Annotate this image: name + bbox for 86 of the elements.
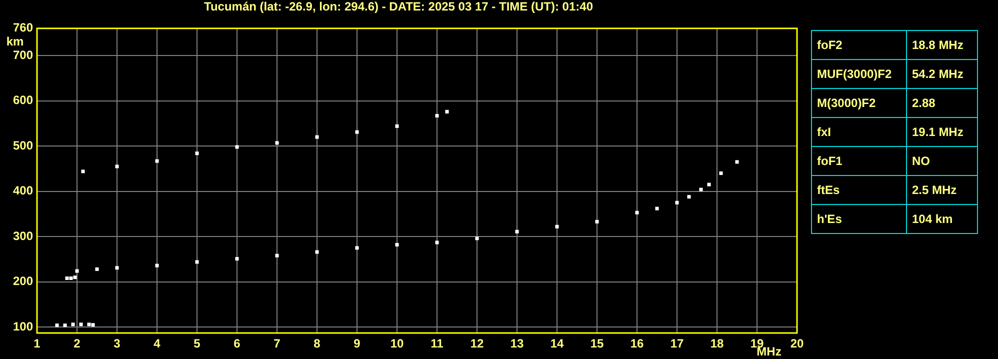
x-tick-label: 6: [234, 336, 241, 351]
x-tick-label: 3: [114, 336, 121, 351]
text: 19.1 MHz: [906, 118, 978, 146]
text: 2.88: [906, 88, 978, 118]
point: [115, 164, 119, 168]
point: [687, 195, 691, 199]
text: fxI: [812, 118, 906, 146]
x-tick-label: 16: [630, 336, 644, 351]
point: [445, 110, 449, 114]
point: [81, 170, 85, 174]
x-tick-label: 14: [550, 336, 564, 351]
point: [435, 240, 439, 244]
point: [275, 254, 279, 258]
x-tick-label: 8: [314, 336, 321, 351]
point: [235, 145, 239, 149]
point: [195, 260, 199, 264]
point: [435, 114, 439, 118]
text: 2.5 MHz: [906, 176, 978, 204]
y-tick-label: 400: [12, 184, 34, 198]
x-tick-label: 9: [354, 336, 361, 351]
x-tick-label: 12: [470, 336, 484, 351]
point: [315, 135, 319, 139]
point: [235, 257, 239, 261]
y-tick-label: 760: [12, 20, 34, 35]
x-tick-label: 13: [510, 336, 524, 351]
text: h'Es: [812, 204, 906, 234]
point: [69, 276, 73, 280]
point: [355, 130, 359, 134]
point: [395, 242, 399, 247]
text: ftEs: [812, 176, 906, 204]
point: [675, 200, 679, 204]
y-tick-label: 300: [12, 228, 34, 243]
point: [275, 141, 279, 145]
point: [63, 324, 67, 328]
point: [79, 322, 83, 326]
point: [75, 269, 79, 273]
x-tick-label: 17: [670, 336, 684, 351]
point: [635, 210, 639, 214]
point: [707, 182, 711, 186]
point: [735, 160, 739, 164]
point: [71, 322, 75, 326]
x-tick-label: 1: [34, 336, 41, 351]
point: [355, 246, 359, 250]
point: [475, 236, 479, 240]
x-tick-label: 11: [430, 336, 444, 351]
x-tick-label: 18: [710, 336, 724, 351]
point: [55, 324, 59, 328]
point: [65, 276, 69, 280]
point: [555, 224, 559, 228]
point: [91, 323, 95, 327]
point: [699, 188, 703, 192]
text: 54.2 MHz: [906, 60, 978, 88]
x-tick-label: 10: [390, 336, 404, 351]
y-tick-label: 200: [12, 274, 34, 288]
point: [115, 266, 119, 270]
x-tick-label: 15: [590, 336, 604, 351]
point: [95, 267, 99, 271]
point: [719, 171, 723, 175]
text: 104 km: [906, 204, 978, 234]
text: MUF(3000)F2: [812, 60, 906, 88]
x-tick-label: 4: [154, 336, 161, 351]
point: [195, 152, 199, 156]
chart-title: Tucumán (lat: -26.9, lon: 294.6) - DATE: 2025 03 17 - TIME (UT): 01:40: [204, 0, 594, 14]
y-tick-label: 100: [12, 319, 34, 334]
text: 18.8 MHz: [906, 30, 978, 60]
text: NO: [906, 146, 978, 176]
point: [73, 276, 77, 280]
point: [315, 250, 319, 254]
point: [155, 159, 159, 163]
text: foF2: [812, 30, 906, 60]
text: M(3000)F2: [812, 88, 906, 118]
point: [155, 264, 159, 268]
x-tick-label: 20: [790, 336, 804, 351]
point: [595, 220, 599, 224]
x-tick-label: 2: [74, 336, 81, 351]
text: foF1: [812, 146, 906, 176]
point: [655, 206, 659, 210]
y-tick-label: 700: [12, 48, 34, 62]
point: [87, 322, 91, 326]
point: [515, 230, 519, 234]
y-tick-label: 500: [12, 138, 34, 152]
point: [395, 124, 399, 128]
y-tick-label: 600: [12, 93, 34, 108]
y-axis-title: km: [6, 34, 24, 49]
x-tick-label: 5: [194, 336, 201, 351]
x-tick-label: 7: [274, 336, 281, 351]
